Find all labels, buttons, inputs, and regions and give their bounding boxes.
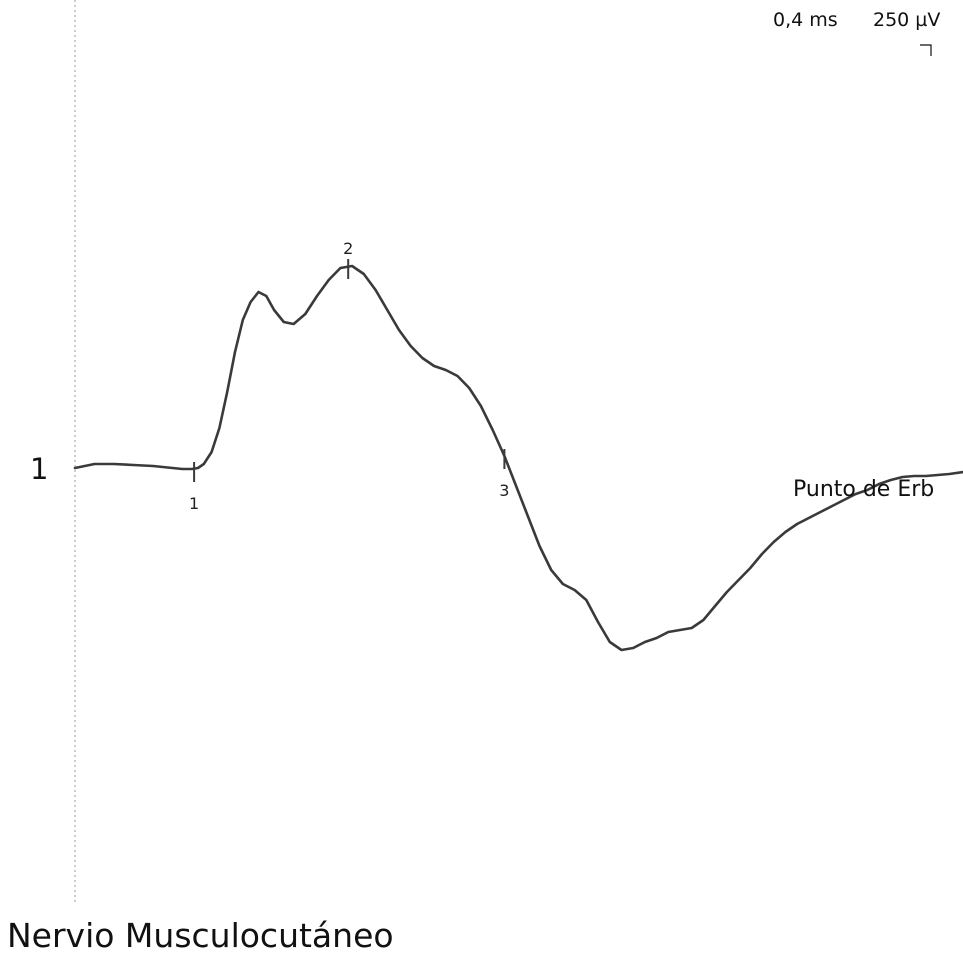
- latency-marker-label-1: 1: [189, 494, 199, 513]
- scale-corner-icon: [920, 44, 932, 56]
- latency-marker-label-3: 3: [499, 481, 509, 500]
- latency-markers: 1 2 3: [189, 239, 509, 513]
- latency-marker-label-2: 2: [343, 239, 353, 258]
- channel-number-label: 1: [30, 452, 48, 486]
- trace-label: Punto de Erb: [793, 477, 934, 502]
- waveform-trace: [73, 264, 963, 652]
- amplitude-scale-label: 250 µV: [873, 9, 940, 31]
- nerve-title: Nervio Musculocutáneo: [7, 916, 394, 955]
- time-scale-label: 0,4 ms: [773, 9, 838, 31]
